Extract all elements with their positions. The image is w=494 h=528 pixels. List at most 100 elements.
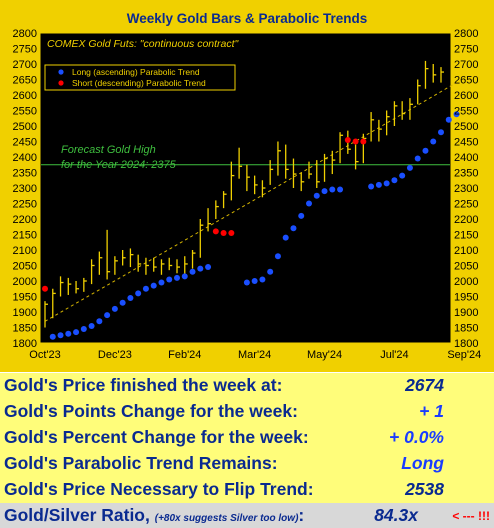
long-trend-dot (391, 177, 398, 184)
long-trend-dot (49, 333, 56, 340)
weekly-bar (230, 161, 235, 201)
long-trend-dot (135, 290, 142, 297)
weekly-bar (261, 180, 266, 198)
long-trend-dot (383, 180, 390, 187)
long-trend-dot (65, 330, 72, 337)
long-trend-dot (111, 305, 118, 312)
long-trend-dot (80, 326, 87, 333)
flip-label: Gold's Price Necessary to Flip Trend: (4, 479, 314, 499)
long-trend-dot (197, 265, 204, 272)
weekly-bar (409, 98, 413, 120)
y-tick-label-left: 2000 (13, 276, 37, 288)
weekly-bar (401, 101, 406, 120)
x-tick-label: Feb'24 (168, 349, 201, 361)
gold-chart: Weekly Gold Bars & Parabolic Trends 1800… (13, 11, 482, 361)
weekly-bar (331, 150, 336, 175)
percent-label: Gold's Percent Change for the week: (4, 427, 309, 447)
points-value: + 1 (419, 401, 444, 421)
long-trend-dot (414, 155, 421, 162)
long-trend-dot (306, 200, 312, 207)
y-tick-label-right: 2300 (454, 183, 478, 195)
points-label: Gold's Points Change for the week: (4, 401, 298, 421)
y-tick-label-right: 2450 (454, 137, 478, 149)
price-value: 2674 (405, 375, 444, 395)
long-trend-dot (205, 264, 212, 271)
long-trend-dot (368, 183, 375, 190)
weekly-bar (215, 200, 219, 219)
y-tick-label-left: 2750 (13, 44, 37, 56)
y-tick-label-left: 2800 (13, 28, 37, 40)
long-trend-dot (375, 181, 382, 188)
stat-row-percent: Gold's Percent Change for the week: + 0.… (0, 425, 494, 451)
forecast-label-line1: Forecast Gold High (61, 144, 156, 156)
weekly-bar (417, 79, 421, 105)
stats-panel: Gold's Price finished the week at: 2674 … (0, 372, 494, 528)
y-tick-label-left: 1800 (13, 338, 37, 350)
long-trend-dot (251, 278, 258, 284)
long-trend-dot (422, 147, 429, 154)
weekly-bar (168, 257, 173, 271)
y-tick-label-left: 2600 (13, 90, 37, 102)
chart-subtitle: COMEX Gold Futs: "continuous contract" (47, 38, 240, 50)
long-trend-dot (142, 285, 149, 292)
weekly-bar (106, 229, 111, 280)
ratio-colon: : (298, 505, 305, 525)
short-trend-dot (352, 138, 359, 145)
long-trend-dot (181, 273, 188, 280)
y-tick-label-right: 1900 (454, 307, 478, 319)
ratio-note: (+80x suggests Silver too low) (154, 513, 299, 524)
long-trend-dot (150, 282, 157, 289)
weekly-bar (292, 158, 297, 188)
y-tick-label-right: 2650 (454, 75, 478, 87)
short-trend-dot (360, 138, 367, 145)
y-tick-label-right: 2800 (454, 28, 478, 40)
weekly-bar (222, 191, 227, 209)
y-tick-label-left: 2250 (13, 199, 37, 211)
long-trend-dot (57, 332, 64, 339)
long-trend-dot (243, 279, 250, 286)
y-tick-label-left: 2350 (13, 168, 37, 180)
weekly-bar (121, 250, 126, 266)
weekly-bar (207, 208, 212, 232)
long-trend-dot (453, 111, 460, 118)
weekly-bar (137, 254, 142, 272)
long-trend-dot (267, 268, 274, 275)
ratio-arrow: < --- !!! (452, 509, 490, 523)
y-tick-label-left: 1850 (13, 323, 37, 335)
weekly-bar (44, 301, 48, 328)
short-trend-dot (228, 229, 235, 236)
long-trend-dot (88, 322, 95, 329)
long-trend-dot (282, 234, 289, 241)
weekly-bar (323, 153, 328, 182)
weekly-bar (59, 276, 64, 297)
long-trend-dot (406, 164, 413, 171)
y-tick-label-left: 2300 (13, 183, 37, 195)
long-trend-dot (127, 295, 134, 302)
x-tick-label: Jul'24 (380, 349, 408, 361)
trend-value: Long (401, 453, 444, 473)
long-trend-dot (166, 276, 173, 283)
y-tick-label-left: 2450 (13, 137, 37, 149)
weekly-bar (393, 101, 398, 126)
y-tick-label-left: 2200 (13, 214, 37, 226)
y-tick-label-right: 2400 (454, 152, 478, 164)
long-trend-dot (329, 186, 336, 193)
weekly-bar (339, 132, 344, 164)
weekly-bar (75, 281, 80, 294)
y-tick-label-right: 2500 (454, 121, 478, 133)
x-tick-label: Mar'24 (238, 349, 271, 361)
legend-short-label: Short (descending) Parabolic Trend (72, 78, 206, 88)
y-tick-label-left: 2500 (13, 121, 37, 133)
weekly-bar (300, 172, 305, 192)
stat-row-points: Gold's Points Change for the week: + 1 (0, 399, 494, 425)
weekly-bar (52, 288, 56, 319)
stat-row-price: Gold's Price finished the week at: 2674 (0, 373, 494, 399)
ratio-value: 84.3x (374, 505, 418, 525)
y-tick-label-left: 2700 (13, 59, 37, 71)
y-tick-label-right: 2550 (454, 106, 478, 118)
y-tick-label-right: 2100 (454, 245, 478, 257)
y-tick-label-left: 1950 (13, 292, 37, 304)
legend-short-marker (58, 80, 64, 86)
flip-value: 2538 (405, 479, 444, 499)
weekly-bar (191, 250, 196, 269)
